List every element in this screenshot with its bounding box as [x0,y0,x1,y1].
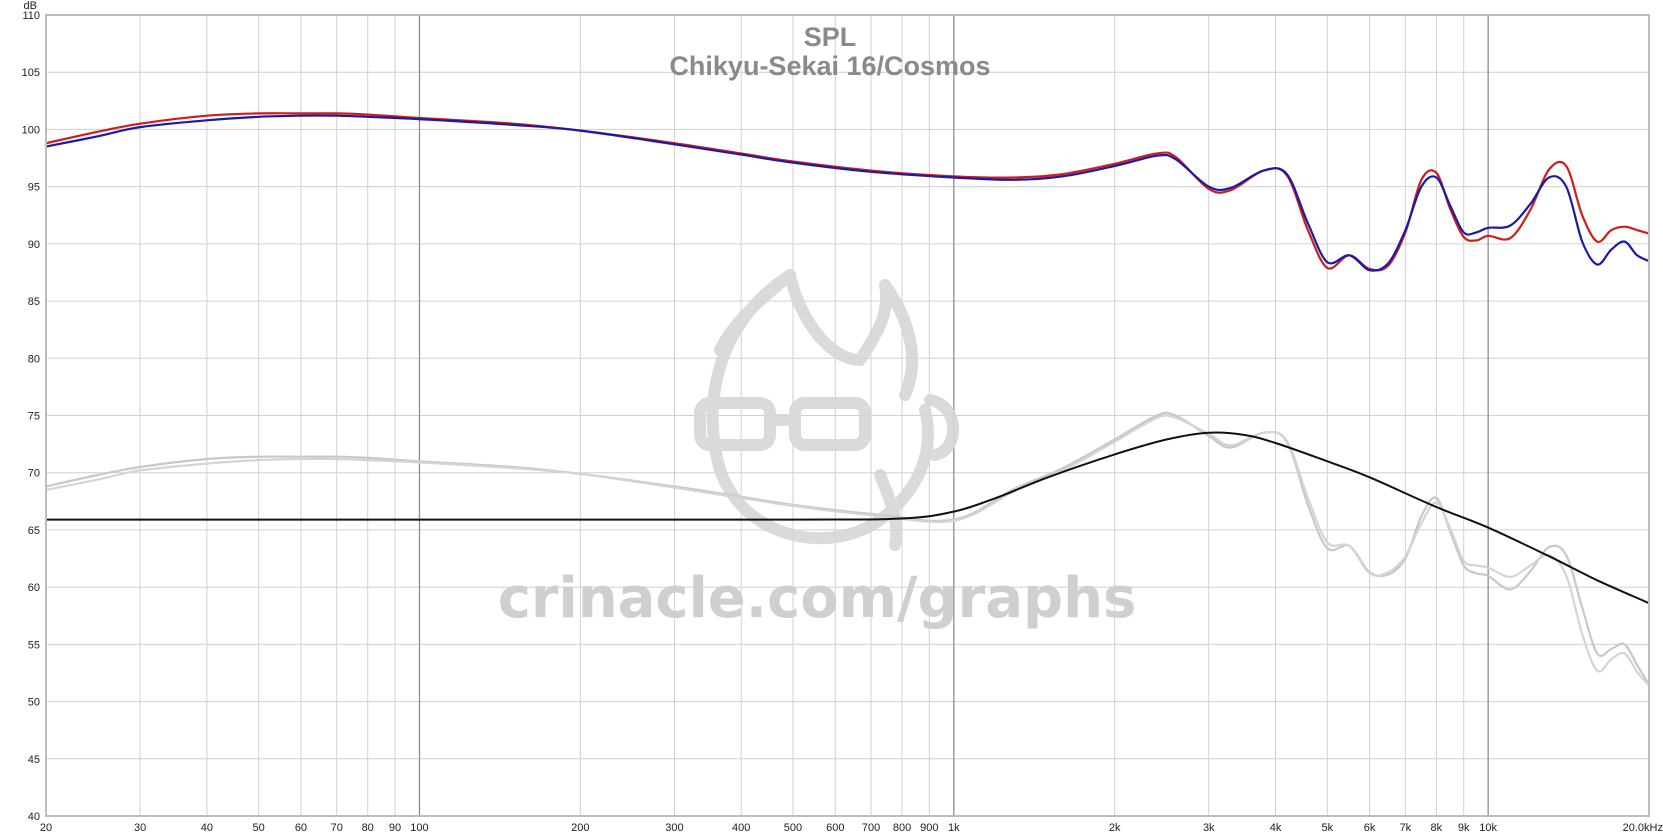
chart-subtitle: Chikyu-Sekai 16/Cosmos [669,51,990,81]
y-tick-label: 105 [22,67,40,79]
x-tick-label: 30 [134,822,146,834]
x-tick-label: 200 [571,822,589,834]
y-tick-label: 100 [22,124,40,136]
x-tick-label: 300 [665,822,683,834]
x-tick-label: 900 [920,822,938,834]
x-tick-label: 500 [784,822,802,834]
x-tick-label: 40 [201,822,213,834]
y-tick-label: 55 [28,639,40,651]
x-tick-label: 20.0kHz [1623,822,1663,834]
grid [45,14,1650,817]
y-axis-unit-label: dB [24,0,37,12]
y-tick-label: 90 [28,239,40,251]
x-tick-label: 1k [948,822,960,834]
plot-frame [45,14,1650,817]
x-tick-label: 80 [362,822,374,834]
x-tick-label: 7k [1400,822,1412,834]
x-tick-label: 400 [732,822,750,834]
series-line-5 [45,431,1650,605]
x-tick-label: 10k [1479,822,1497,834]
x-tick-label: 6k [1364,822,1376,834]
y-tick-label: 75 [28,411,40,423]
y-tick-label: 70 [28,468,40,480]
y-tick-label: 95 [28,182,40,194]
y-tick-label: 65 [28,525,40,537]
x-tick-label: 9k [1458,822,1470,834]
y-tick-label: 50 [28,697,40,709]
y-tick-label: 60 [28,582,40,594]
y-tick-label: 45 [28,754,40,766]
x-tick-label: 2k [1109,822,1121,834]
chart-title: SPL [804,22,857,52]
x-tick-label: 20 [40,822,52,834]
x-tick-label: 3k [1203,822,1215,834]
watermark-logo [694,269,960,551]
axes: 40 45 50 55 60 65 70 75 80 85 90 95 100 105 110 20 30 40 5… [22,10,1663,834]
x-tick-label: 700 [862,822,880,834]
x-tick-label: 70 [331,822,343,834]
y-tick-label: 80 [28,353,40,365]
series-line-4 [44,414,1651,687]
watermark: crinacle.com/graphs [498,269,1137,631]
x-tick-label: 50 [253,822,265,834]
x-tick-label: 8k [1431,822,1443,834]
y-tick-label: 110 [22,10,40,22]
x-tick-label: 600 [826,822,844,834]
x-tick-label: 5k [1321,822,1333,834]
x-tick-label: 90 [389,822,401,834]
y-tick-label: 85 [28,296,40,308]
series-layer [44,112,1651,687]
watermark-text: crinacle.com/graphs [498,566,1137,631]
x-tick-label: 100 [410,822,428,834]
y-tick-label: 40 [28,811,40,823]
series-line-2 [44,114,1651,272]
x-tick-label: 800 [893,822,911,834]
x-tick-label: 4k [1270,822,1282,834]
x-tick-label: 60 [295,822,307,834]
